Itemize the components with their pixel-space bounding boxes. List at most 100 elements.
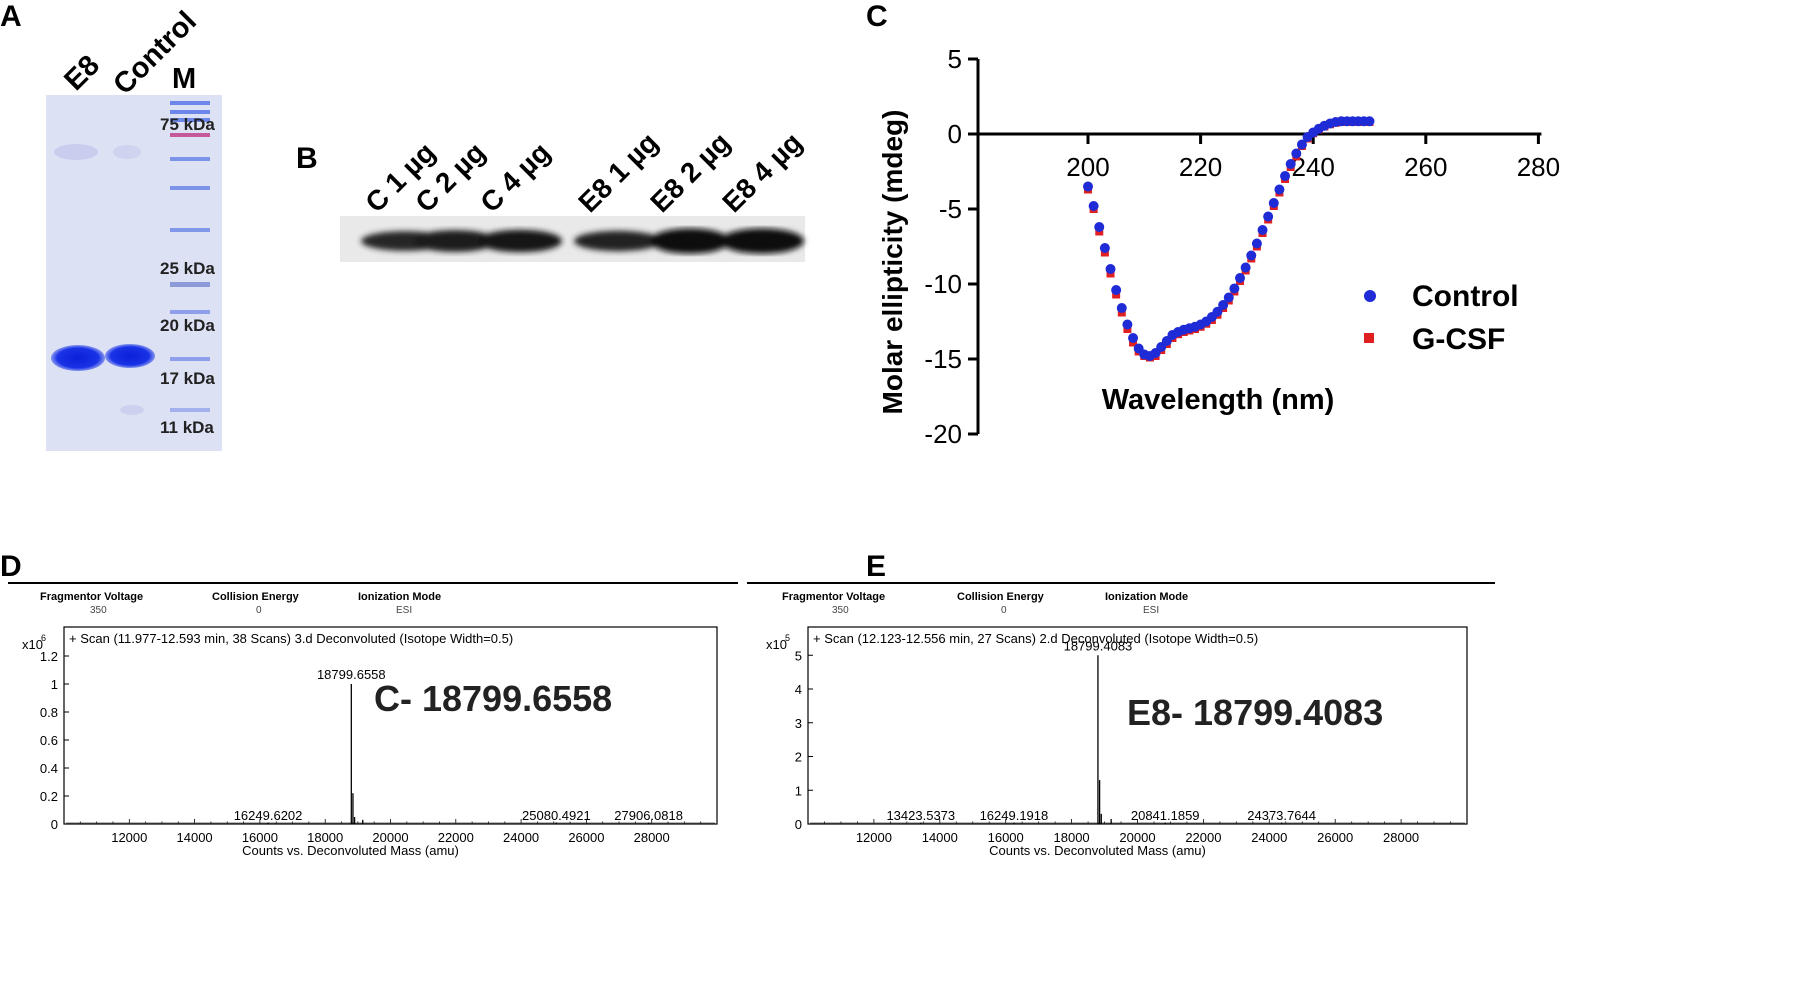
control-point bbox=[1229, 283, 1240, 294]
ladder-bands bbox=[170, 101, 210, 412]
gel-smear bbox=[54, 144, 98, 160]
control-point bbox=[1240, 262, 1251, 273]
control-point bbox=[1212, 306, 1223, 317]
header-ionization-value: ESI bbox=[1143, 605, 1159, 616]
x-tick-label: 22000 bbox=[1185, 830, 1221, 845]
y-tick-label: 0 bbox=[51, 817, 58, 832]
blot-band bbox=[720, 228, 804, 254]
control-point bbox=[1116, 303, 1127, 313]
x-tick-label: 200 bbox=[1066, 152, 1109, 182]
ladder-band bbox=[170, 110, 210, 114]
control-point bbox=[1223, 292, 1234, 303]
peak-label: 24373.7644 bbox=[1247, 808, 1316, 823]
panel-label-e: E bbox=[866, 550, 887, 583]
legend-marker-control bbox=[1364, 290, 1376, 302]
mass-annotation: E8- 18799.4083 bbox=[1127, 692, 1383, 733]
x-tick-label: 26000 bbox=[568, 830, 604, 845]
control-point bbox=[1257, 225, 1268, 235]
y-multiplier: x10 bbox=[22, 637, 43, 652]
x-tick-label: 16000 bbox=[988, 830, 1024, 845]
peak-label: 27906.0818 bbox=[614, 808, 683, 823]
ladder-band bbox=[170, 228, 210, 232]
x-axis-label: Counts vs. Deconvoluted Mass (amu) bbox=[989, 843, 1206, 858]
control-point bbox=[1094, 222, 1105, 232]
x-tick-label: 220 bbox=[1179, 152, 1222, 182]
header-collision-value: 0 bbox=[1001, 605, 1007, 616]
x-tick-label: 28000 bbox=[634, 830, 670, 845]
y-tick-label: 4 bbox=[795, 682, 802, 697]
header-ionization-label: Ionization Mode bbox=[1105, 591, 1188, 603]
y-tick-label: -5 bbox=[939, 194, 962, 224]
panel-label-a: A bbox=[0, 0, 22, 33]
peak-label: 16249.1918 bbox=[980, 808, 1049, 823]
ladder-band bbox=[170, 357, 210, 361]
y-tick-label: 2 bbox=[795, 750, 802, 765]
x-tick-label: 14000 bbox=[922, 830, 958, 845]
control-point bbox=[1088, 201, 1099, 211]
y-tick-label: -20 bbox=[924, 419, 962, 449]
blot-band bbox=[650, 228, 730, 254]
peak-label: 20841.1859 bbox=[1131, 808, 1200, 823]
y-tick-label: 0.6 bbox=[40, 733, 58, 748]
control-point bbox=[1274, 184, 1285, 195]
header-fragmentor-label: Fragmentor Voltage bbox=[40, 591, 143, 603]
gel-smear bbox=[113, 145, 141, 159]
control-point bbox=[1268, 198, 1279, 208]
peak-label: 18799.6558 bbox=[317, 667, 386, 682]
x-tick-label: 14000 bbox=[177, 830, 213, 845]
peak-label: 16249.6202 bbox=[234, 808, 303, 823]
peak-label: 13423.5373 bbox=[886, 808, 955, 823]
y-tick-label: 1.2 bbox=[40, 649, 58, 664]
x-tick-label: 28000 bbox=[1383, 830, 1419, 845]
control-point bbox=[1285, 159, 1296, 169]
gel-marker-label: 25 kDa bbox=[160, 259, 215, 278]
ladder-band bbox=[170, 408, 210, 412]
gel-smear bbox=[120, 405, 144, 415]
x-tick-label: 24000 bbox=[503, 830, 539, 845]
gel-marker-label: 75 kDa bbox=[160, 115, 215, 134]
control-point bbox=[1122, 319, 1133, 330]
control-point bbox=[1364, 116, 1375, 127]
blot-lane-label: E8 4 µg bbox=[716, 127, 808, 219]
y-tick-label: 1 bbox=[51, 677, 58, 692]
y-tick-label: 3 bbox=[795, 716, 802, 731]
ladder-band bbox=[170, 133, 210, 137]
blot-lane-label: E8 1 µg bbox=[572, 127, 664, 219]
ladder-band bbox=[170, 310, 210, 314]
legend-marker-gcsf bbox=[1364, 333, 1374, 343]
x-tick-label: 18000 bbox=[307, 830, 343, 845]
header-fragmentor-label: Fragmentor Voltage bbox=[782, 591, 885, 603]
y-tick-label: -10 bbox=[924, 269, 962, 299]
control-point bbox=[1296, 139, 1307, 150]
gel-lane-label: M bbox=[172, 63, 196, 95]
control-point bbox=[1111, 285, 1122, 295]
legend-label-gcsf: G-CSF bbox=[1412, 323, 1505, 356]
header-collision-label: Collision Energy bbox=[957, 591, 1045, 603]
gel-marker-label: 11 kDa bbox=[160, 418, 214, 437]
control-point bbox=[1128, 333, 1139, 343]
scan-title: + Scan (12.123-12.556 min, 27 Scans) 2.d… bbox=[813, 631, 1258, 646]
header-ionization-value: ESI bbox=[396, 605, 412, 616]
x-axis-label: Counts vs. Deconvoluted Mass (amu) bbox=[242, 843, 459, 858]
y-tick-label: 0 bbox=[795, 817, 802, 832]
gel-lane-label: E8 bbox=[58, 49, 106, 97]
gel-image: E8 Control M 75 kDa 25 kDa 20 kDa 17 kDa… bbox=[46, 5, 222, 451]
ladder-band bbox=[170, 186, 210, 190]
legend-label-control: Control bbox=[1412, 280, 1519, 313]
panel-label-d: D bbox=[0, 550, 22, 583]
x-tick-label: 22000 bbox=[438, 830, 474, 845]
peak-label: 25080.4921 bbox=[522, 808, 591, 823]
y-tick-label: 0.8 bbox=[40, 705, 58, 720]
blot-band bbox=[478, 229, 562, 253]
x-tick-label: 24000 bbox=[1251, 830, 1287, 845]
control-point bbox=[1235, 273, 1246, 283]
y-tick-label: 5 bbox=[948, 44, 962, 74]
x-tick-label: 16000 bbox=[242, 830, 278, 845]
control-point bbox=[1099, 243, 1110, 253]
control-point bbox=[1263, 211, 1274, 222]
header-ionization-label: Ionization Mode bbox=[358, 591, 441, 603]
ladder-band bbox=[170, 118, 210, 122]
blot-bands bbox=[361, 228, 804, 254]
